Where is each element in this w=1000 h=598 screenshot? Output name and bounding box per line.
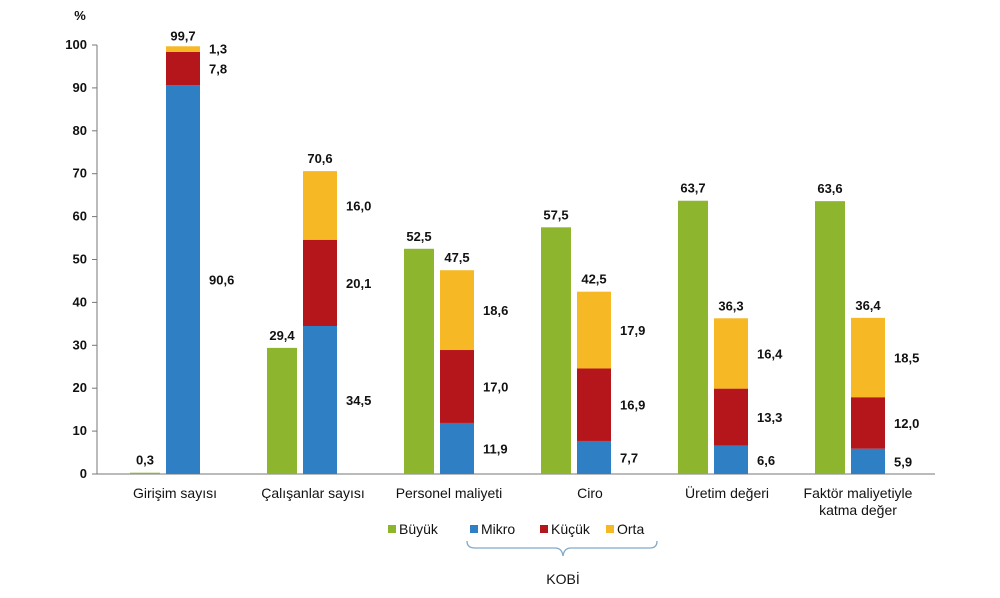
x-category-label: Faktör maliyetiyle <box>804 485 913 501</box>
data-label-küçük: 20,1 <box>346 276 371 291</box>
y-axis-label: % <box>74 8 86 23</box>
bar-buyuk <box>267 347 297 474</box>
bar-orta <box>714 318 748 389</box>
bar-orta <box>440 270 474 351</box>
bar-buyuk <box>130 472 160 474</box>
data-label-orta: 18,6 <box>483 303 508 318</box>
data-label-orta: 17,9 <box>620 323 645 338</box>
y-tick-label: 50 <box>73 252 87 267</box>
y-tick-label: 80 <box>73 123 87 138</box>
bar-orta <box>577 291 611 369</box>
bar-küçük <box>303 239 337 326</box>
bar-orta <box>303 171 337 240</box>
bar-küçük <box>851 397 885 449</box>
legend-swatch-orta <box>606 525 614 533</box>
data-label-küçük: 7,8 <box>209 62 227 77</box>
y-tick-label: 70 <box>73 166 87 181</box>
bar-mikro <box>577 440 611 474</box>
axes: 0 10 20 30 40 50 60 70 80 90 100 Girişim sayısı Çalı… <box>65 37 935 518</box>
bar-orta <box>851 317 885 398</box>
y-tick-label: 30 <box>73 337 87 352</box>
data-label-buyuk: 63,7 <box>680 181 705 196</box>
data-label-mikro: 7,7 <box>620 450 638 465</box>
data-label-kobi-total: 99,7 <box>170 28 195 43</box>
data-label-kobi-total: 36,4 <box>855 298 881 313</box>
data-label-orta: 18,5 <box>894 351 919 366</box>
data-label-kobi-total: 36,3 <box>718 298 743 313</box>
bar-orta <box>166 46 200 52</box>
x-category-label: Çalışanlar sayısı <box>261 485 364 501</box>
legend-swatch-küçük <box>540 525 548 533</box>
data-label-buyuk: 52,5 <box>406 229 431 244</box>
data-label-orta: 16,4 <box>757 346 783 361</box>
data-label-kobi-total: 70,6 <box>307 151 332 166</box>
data-label-kobi-total: 47,5 <box>444 250 469 265</box>
data-label-mikro: 90,6 <box>209 273 234 288</box>
data-label-mikro: 5,9 <box>894 454 912 469</box>
data-label-küçük: 13,3 <box>757 410 782 425</box>
data-label-buyuk: 0,3 <box>136 453 154 468</box>
x-category-label: Girişim sayısı <box>133 485 217 501</box>
data-label-buyuk: 29,4 <box>269 328 295 343</box>
y-tick-label: 100 <box>65 37 87 52</box>
data-label-orta: 1,3 <box>209 41 227 56</box>
bar-mikro <box>440 422 474 474</box>
legend-label: Küçük <box>551 521 591 537</box>
legend-swatch-büyük <box>388 525 396 533</box>
data-label-orta: 16,0 <box>346 198 371 213</box>
x-category-label: Ciro <box>577 485 603 501</box>
bar-küçük <box>714 388 748 446</box>
data-label-mikro: 11,9 <box>483 441 508 456</box>
bar-buyuk <box>541 227 571 474</box>
x-category-label: Personel maliyeti <box>396 485 503 501</box>
x-category-label: katma değer <box>819 502 897 518</box>
y-tick-label: 10 <box>73 423 87 438</box>
bar-küçük <box>166 51 200 86</box>
x-category-label: Üretim değeri <box>685 484 769 501</box>
bar-buyuk <box>678 200 708 475</box>
data-label-buyuk: 63,6 <box>817 181 842 196</box>
legend-label: Mikro <box>481 521 515 537</box>
bar-küçük <box>440 350 474 423</box>
legend-group-label: KOBİ <box>546 570 579 587</box>
data-labels: 0,3 90,6 7,8 1,3 99,7 29,4 34,5 20,1 16,0 70,6 52,… <box>136 28 919 469</box>
legend-swatch-mikro <box>470 525 478 533</box>
kobi-brace <box>466 540 658 557</box>
data-label-buyuk: 57,5 <box>543 207 568 222</box>
data-label-mikro: 34,5 <box>346 393 371 408</box>
bar-mikro <box>166 85 200 475</box>
bar-buyuk <box>815 201 845 474</box>
bar-buyuk <box>404 248 434 474</box>
y-tick-label: 90 <box>73 80 87 95</box>
data-label-küçük: 12,0 <box>894 416 919 431</box>
y-tick-label: 20 <box>73 380 87 395</box>
bar-mikro <box>851 448 885 474</box>
legend-label: Büyük <box>399 521 439 537</box>
data-label-küçük: 17,0 <box>483 379 508 394</box>
bars <box>130 46 885 475</box>
data-label-küçük: 16,9 <box>620 398 645 413</box>
bar-mikro <box>714 445 748 474</box>
y-tick-label: 0 <box>80 466 87 481</box>
y-tick-label: 60 <box>73 209 87 224</box>
bar-mikro <box>303 325 337 474</box>
data-label-mikro: 6,6 <box>757 453 775 468</box>
bar-küçük <box>577 368 611 441</box>
legend-label: Orta <box>617 521 644 537</box>
legend: Büyük Mikro Küçük Orta KOBİ <box>388 521 658 587</box>
y-tick-label: 40 <box>73 294 87 309</box>
data-label-kobi-total: 42,5 <box>581 272 606 287</box>
